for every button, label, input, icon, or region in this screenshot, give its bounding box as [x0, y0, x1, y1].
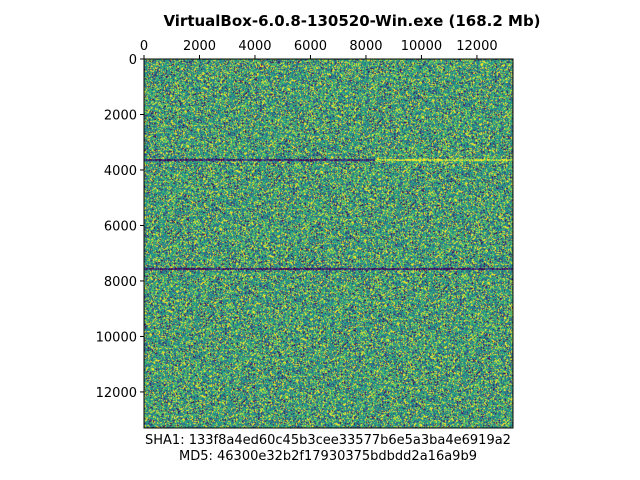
y-axis-left: 0 2000 4000 6000 8000 10000 12000: [96, 53, 144, 401]
sha1-annotation: SHA1: 133f8a4ed60c45b3cee33577b6e5a3ba4e…: [145, 433, 511, 448]
y-tick-label: 10000: [96, 330, 137, 345]
heatmap-image: [144, 59, 513, 428]
x-tick-label: 12000: [456, 39, 497, 54]
x-tick-label: 0: [140, 39, 148, 54]
y-tick-label: 2000: [104, 108, 137, 123]
x-tick-label: 2000: [183, 39, 216, 54]
y-tick-label: 0: [129, 53, 137, 68]
x-tick-label: 8000: [349, 39, 382, 54]
x-tick-label: 6000: [294, 39, 327, 54]
y-tick-label: 4000: [104, 164, 137, 179]
chart-title: VirtualBox-6.0.8-130520-Win.exe (168.2 M…: [163, 12, 540, 30]
y-tick-label: 8000: [104, 275, 137, 290]
md5-annotation: MD5: 46300e32b2f17930375bdbdd2a16a9b9: [179, 449, 477, 464]
x-tick-label: 4000: [238, 39, 271, 54]
x-tick-label: 10000: [401, 39, 442, 54]
x-axis-top: 0 2000 4000 6000 8000 10000 12000: [140, 39, 498, 59]
y-tick-label: 12000: [96, 386, 137, 401]
y-tick-label: 6000: [104, 219, 137, 234]
plot-frame: [143, 58, 514, 429]
